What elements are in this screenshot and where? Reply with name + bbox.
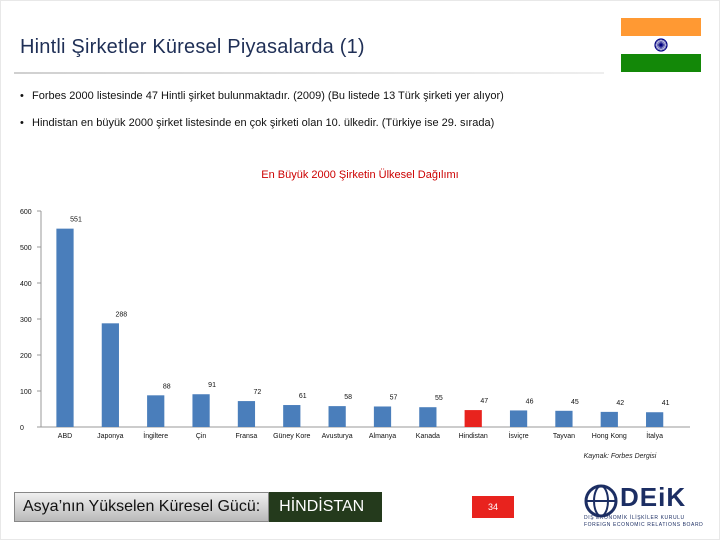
bar xyxy=(600,411,618,427)
bar xyxy=(192,394,210,427)
bar-value-label: 58 xyxy=(344,394,352,401)
page-number: 34 xyxy=(472,496,514,518)
x-tick-label: İtalya xyxy=(646,431,663,440)
bar xyxy=(101,323,119,427)
bar-value-label: 41 xyxy=(662,400,670,407)
y-tick-label: 200 xyxy=(20,353,32,360)
x-tick-label: İsviçre xyxy=(508,431,528,440)
x-tick-label: Hong Kong xyxy=(592,433,627,440)
bar xyxy=(147,395,165,427)
bar-value-label: 88 xyxy=(163,383,171,390)
page-title: Hintli Şirketler Küresel Piyasalarda (1) xyxy=(20,36,365,58)
india-flag-icon xyxy=(621,18,701,72)
source-note: Kaynak: Forbes Dergisi xyxy=(583,453,657,460)
footer-banner: Asya’nın Yükselen Küresel Gücü: HİNDİSTA… xyxy=(14,492,383,522)
bar xyxy=(646,412,664,427)
y-tick-label: 400 xyxy=(20,281,32,288)
x-tick-label: Çin xyxy=(196,433,207,440)
bar xyxy=(328,406,346,427)
globe-icon xyxy=(584,484,618,518)
bar-value-label: 42 xyxy=(616,400,624,407)
bullet-item: • Forbes 2000 listesinde 47 Hintli şirket… xyxy=(20,90,700,102)
bullet-marker: • xyxy=(20,117,24,129)
logo-wordmark: DEiK xyxy=(620,482,687,512)
bullet-text: Hindistan en büyük 2000 şirket listesind… xyxy=(32,117,495,129)
bar-chart: 0 100 200 300 400 500 600 551 ABD 288 Japonya 88 İng… xyxy=(20,209,690,440)
bar-value-label: 91 xyxy=(208,382,216,389)
bar-value-label: 72 xyxy=(254,389,262,396)
bar xyxy=(509,410,528,427)
bar-value-label: 55 xyxy=(435,395,443,402)
x-tick-label: Kanada xyxy=(416,433,440,440)
y-tick-label: 300 xyxy=(20,317,32,324)
bar xyxy=(237,401,256,427)
footer-banner-label: Asya’nın Yükselen Küresel Gücü: xyxy=(14,492,270,522)
bar-value-label: 45 xyxy=(571,399,579,406)
logo-line-tr: DIŞ EKONOMİK İLİŞKİLER KURULU xyxy=(584,515,685,521)
x-tick-label: Tayvan xyxy=(553,433,575,440)
bar xyxy=(419,407,437,427)
bar xyxy=(283,405,301,427)
y-tick-label: 100 xyxy=(20,389,32,396)
chart-title: En Büyük 2000 Şirketin Ülkesel Dağılımı xyxy=(261,169,459,181)
bar-value-label: 288 xyxy=(116,311,128,318)
bar xyxy=(555,410,573,427)
bar xyxy=(464,410,482,427)
logo-line-en: FOREIGN ECONOMIC RELATIONS BOARD xyxy=(584,522,704,528)
y-tick-label: 600 xyxy=(20,209,32,216)
x-tick-label: Fransa xyxy=(236,433,258,440)
footer-banner-country: HİNDİSTAN xyxy=(269,492,383,522)
bar-value-label: 47 xyxy=(480,398,488,405)
x-tick-label: Avusturya xyxy=(322,433,353,440)
x-tick-label: Güney Kore xyxy=(273,433,310,440)
x-tick-label: Almanya xyxy=(369,433,396,440)
deik-logo: DEiK DIŞ EKONOMİK İLİŞKİLER KURULU FOREI… xyxy=(584,482,712,528)
x-tick-label: Hindistan xyxy=(459,433,488,440)
title-divider xyxy=(14,72,604,74)
x-tick-label: Japonya xyxy=(97,433,124,440)
bullet-item: • Hindistan en büyük 2000 şirket listesin… xyxy=(20,117,700,129)
bar-value-label: 57 xyxy=(390,394,398,401)
y-tick-label: 0 xyxy=(20,425,24,432)
bullet-list: • Forbes 2000 listesinde 47 Hintli şirket… xyxy=(20,90,700,144)
y-tick-label: 500 xyxy=(20,245,32,252)
bar xyxy=(373,406,392,427)
bar-value-label: 61 xyxy=(299,393,307,400)
bar-value-label: 551 xyxy=(70,217,82,224)
x-tick-label: İngiltere xyxy=(143,431,168,440)
bar xyxy=(56,228,74,427)
x-tick-label: ABD xyxy=(58,433,72,440)
bar-value-label: 46 xyxy=(526,398,534,405)
bullet-marker: • xyxy=(20,90,24,102)
bullet-text: Forbes 2000 listesinde 47 Hintli şirket … xyxy=(32,90,504,102)
